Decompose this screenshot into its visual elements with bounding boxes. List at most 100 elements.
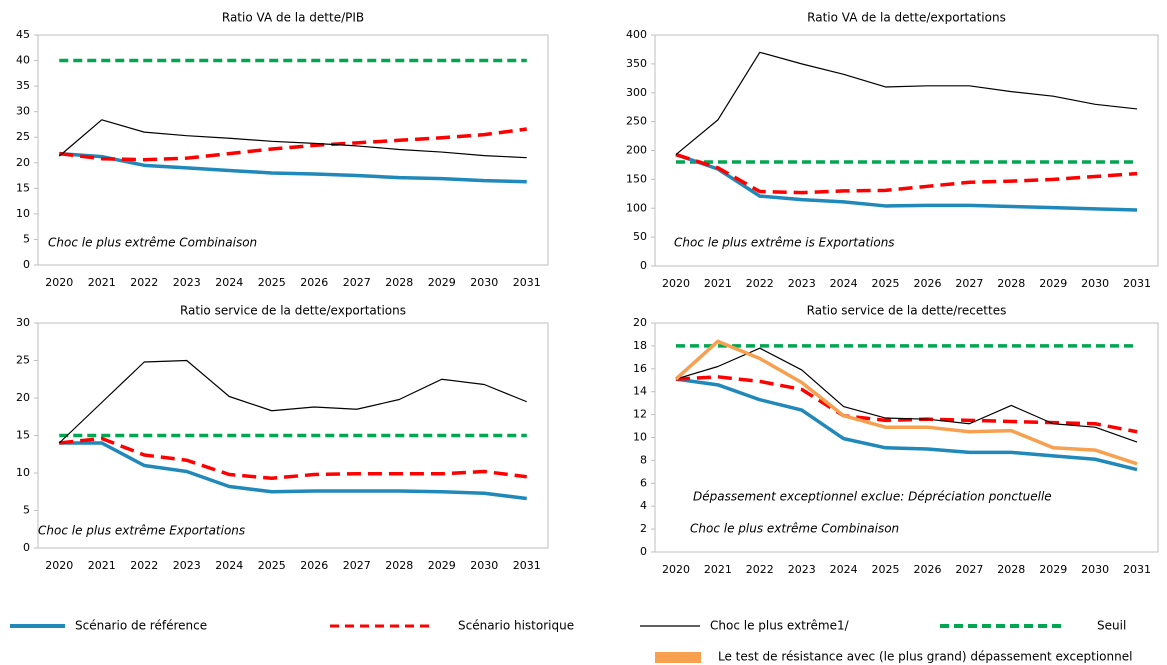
series-line [59, 441, 527, 501]
x-tick-label: 2027 [955, 563, 983, 576]
x-tick-label: 2031 [513, 559, 541, 572]
x-tick-label: 2022 [746, 563, 774, 576]
y-tick-label: 15 [16, 181, 30, 194]
annotation: Choc le plus extrême Exportations [38, 524, 245, 538]
y-tick-label: 20 [16, 156, 30, 169]
series-line [675, 152, 1138, 212]
x-tick-label: 2024 [830, 277, 858, 290]
x-tick-label: 2025 [258, 559, 286, 572]
x-tick-label: 2029 [1039, 277, 1067, 290]
x-tick-label: 2027 [343, 276, 371, 289]
x-tick-label: 2024 [215, 559, 243, 572]
y-tick-label: 0 [23, 541, 30, 554]
x-tick-label: 2023 [173, 559, 201, 572]
y-tick-label: 5 [23, 504, 30, 517]
series-line [675, 377, 1138, 472]
annotation: Choc le plus extrême is Exportations [674, 236, 895, 250]
x-tick-label: 2028 [385, 559, 413, 572]
y-tick-label: 0 [23, 258, 30, 271]
x-tick-label: 2029 [428, 559, 456, 572]
x-tick-label: 2030 [1081, 563, 1109, 576]
x-tick-label: 2023 [788, 563, 816, 576]
y-tick-label: 16 [633, 362, 647, 375]
series-line [58, 359, 527, 444]
y-tick-label: 45 [16, 28, 30, 41]
x-tick-label: 2031 [513, 276, 541, 289]
x-tick-label: 2026 [300, 559, 328, 572]
legend-label: Scénario de référence [75, 619, 207, 633]
legend-swatch [655, 652, 701, 663]
panel: Ratio service de la dette/exportations 0 5… [16, 304, 549, 572]
y-tick-label: 30 [16, 105, 30, 118]
annotation: Choc le plus extrême Combinaison [690, 522, 899, 536]
y-tick-label: 200 [626, 144, 647, 157]
y-tick-label: 5 [23, 232, 30, 245]
legend-label: Scénario historique [458, 619, 574, 633]
chart-title: Ratio VA de la dette/PIB [222, 11, 364, 25]
series-line [58, 119, 527, 159]
panel: Ratio VA de la dette/exportations 0 50 100 1… [626, 11, 1159, 290]
x-tick-label: 2020 [662, 563, 690, 576]
x-tick-label: 2031 [1123, 563, 1151, 576]
x-tick-label: 2028 [997, 563, 1025, 576]
series-line [675, 152, 1138, 195]
x-tick-label: 2027 [955, 277, 983, 290]
y-tick-label: 35 [16, 79, 30, 92]
y-tick-label: 50 [633, 230, 647, 243]
y-tick-label: 15 [16, 429, 30, 442]
x-tick-label: 2030 [470, 559, 498, 572]
panel: Ratio service de la dette/recettes 0 2 4 6 8 1… [633, 304, 1159, 576]
x-tick-label: 2024 [830, 563, 858, 576]
x-tick-label: 2020 [45, 559, 73, 572]
y-tick-label: 20 [633, 316, 647, 329]
y-tick-label: 100 [626, 201, 647, 214]
x-tick-label: 2030 [470, 276, 498, 289]
plot-frame [37, 34, 549, 266]
x-tick-label: 2029 [428, 276, 456, 289]
y-tick-label: 25 [16, 354, 30, 367]
x-tick-label: 2024 [215, 276, 243, 289]
y-tick-label: 10 [633, 431, 647, 444]
x-tick-label: 2029 [1039, 563, 1067, 576]
x-tick-label: 2030 [1081, 277, 1109, 290]
series-line [675, 51, 1138, 156]
y-tick-label: 25 [16, 130, 30, 143]
x-tick-label: 2025 [872, 563, 900, 576]
x-tick-label: 2022 [130, 559, 158, 572]
y-tick-label: 300 [626, 86, 647, 99]
x-tick-label: 2028 [385, 276, 413, 289]
x-tick-label: 2027 [343, 559, 371, 572]
y-tick-label: 20 [16, 391, 30, 404]
y-tick-label: 40 [16, 54, 30, 67]
y-tick-label: 30 [16, 316, 30, 329]
y-tick-label: 250 [626, 115, 647, 128]
chart-title: Ratio service de la dette/recettes [807, 304, 1007, 318]
y-tick-label: 18 [633, 339, 647, 352]
y-tick-label: 0 [640, 545, 647, 558]
x-tick-label: 2021 [704, 563, 732, 576]
legend-label: Choc le plus extrême1/ [710, 619, 850, 633]
y-tick-label: 6 [640, 476, 647, 489]
x-tick-label: 2021 [88, 276, 116, 289]
y-tick-label: 350 [626, 57, 647, 70]
chart-title: Ratio service de la dette/exportations [180, 304, 406, 318]
x-tick-label: 2021 [88, 559, 116, 572]
series-line [675, 347, 1138, 443]
y-tick-label: 10 [16, 207, 30, 220]
y-tick-label: 400 [626, 28, 647, 41]
x-tick-label: 2020 [45, 276, 73, 289]
series-line [59, 436, 527, 480]
legend-label: Le test de résistance avec (le plus gran… [718, 650, 1132, 664]
plot-frame [654, 322, 1159, 553]
series-line [675, 375, 1138, 434]
panel: Ratio VA de la dette/PIB 0 5 10 15 20 25 30 35 40… [16, 11, 549, 289]
y-tick-label: 12 [633, 408, 647, 421]
y-tick-label: 4 [640, 499, 647, 512]
x-tick-label: 2026 [913, 563, 941, 576]
legend-label: Seuil [1097, 619, 1126, 633]
series-line [59, 127, 527, 162]
y-tick-label: 8 [640, 453, 647, 466]
x-tick-label: 2025 [872, 277, 900, 290]
legend: Scénario de référence Scénario historiqu… [10, 619, 1132, 664]
